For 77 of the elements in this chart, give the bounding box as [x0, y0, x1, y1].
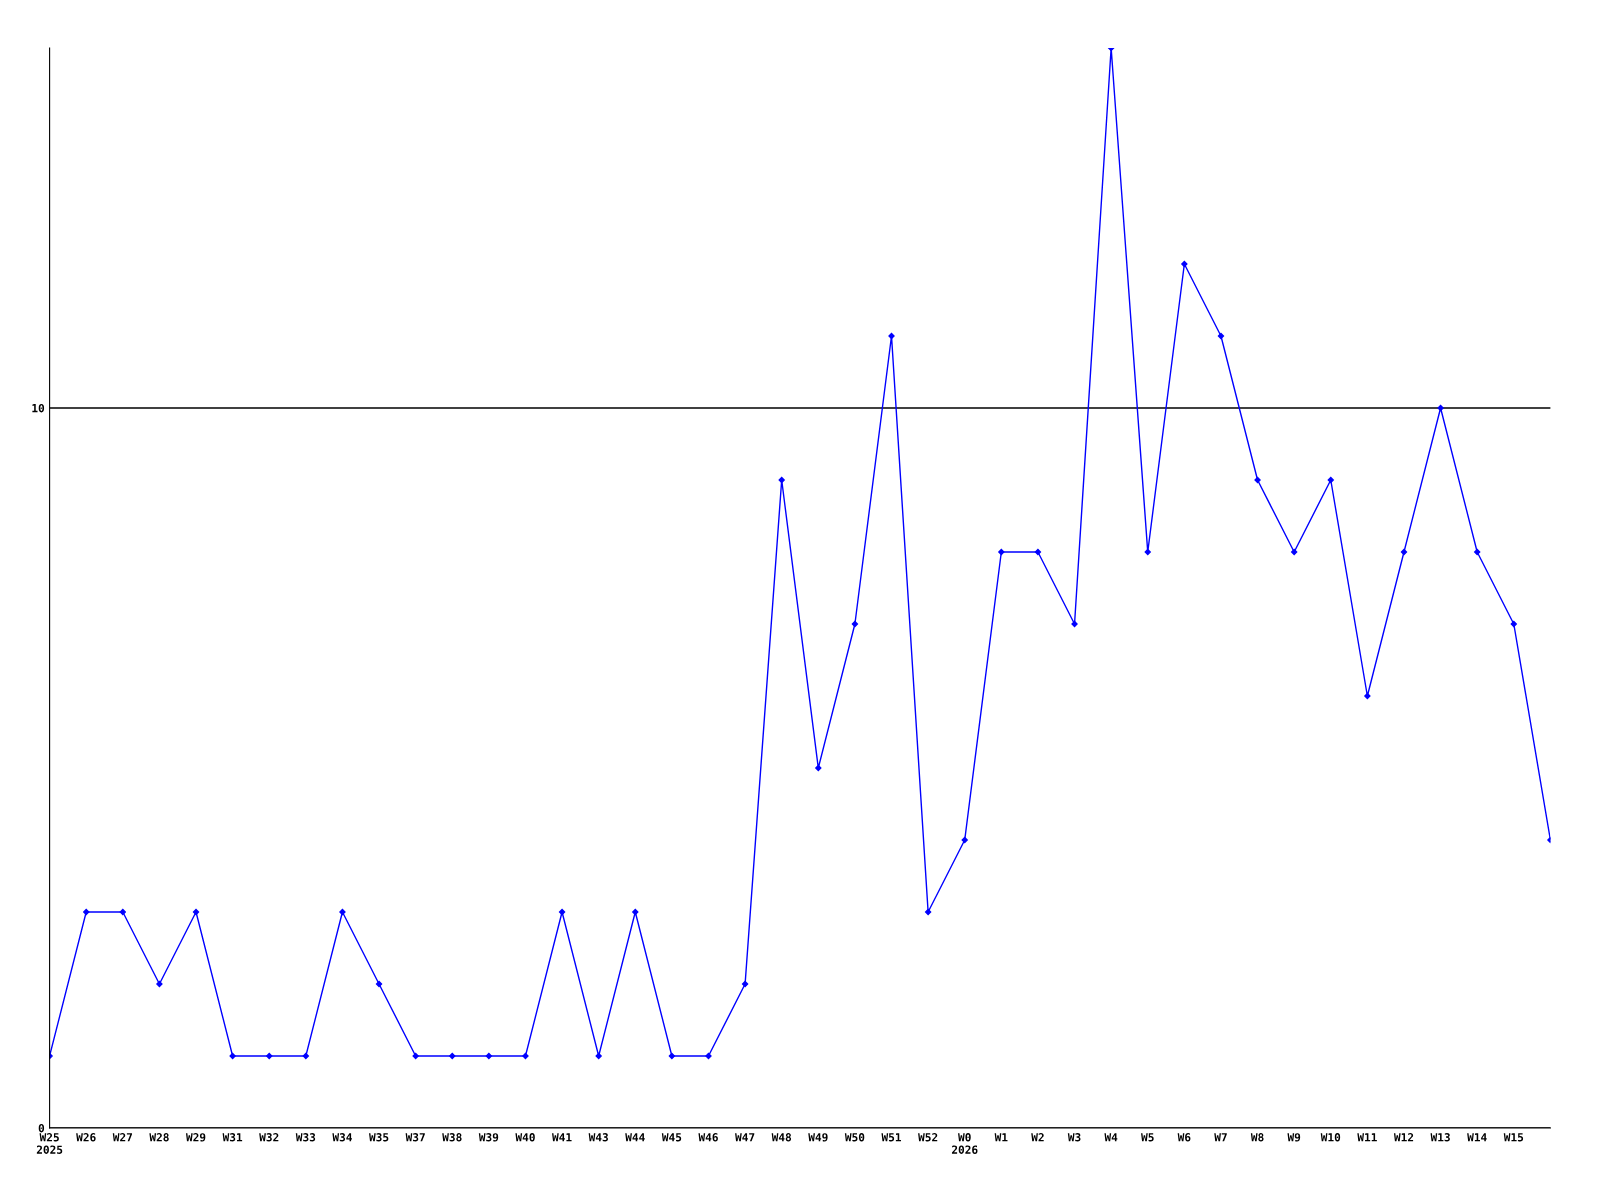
x-tick-label: W47: [735, 1133, 755, 1142]
point: [558, 908, 566, 916]
x-tick-label: W11: [1357, 1133, 1377, 1142]
x-tick-label: W0 2026: [951, 1133, 978, 1154]
point: [851, 620, 859, 628]
x-tick-label: W4: [1104, 1133, 1118, 1142]
x-tick-label: W27: [112, 1133, 133, 1142]
point: [156, 980, 163, 988]
point: [595, 1052, 602, 1060]
point: [192, 908, 200, 916]
x-tick-label: W26: [76, 1133, 96, 1142]
point: [83, 908, 90, 916]
x-tick-label: W5: [1141, 1133, 1154, 1142]
x-tick-label: W44: [625, 1133, 645, 1142]
point: [632, 908, 639, 916]
x-tick-label: W3: [1067, 1133, 1081, 1142]
point: [485, 1052, 493, 1060]
x-tick-label: W34: [332, 1133, 352, 1142]
point: [1217, 332, 1225, 340]
point: [1144, 548, 1151, 556]
x-tick-label: W15: [1503, 1133, 1524, 1142]
point: [924, 908, 932, 916]
y-tick-label: 0: [38, 1123, 45, 1133]
x-tick-label: W8: [1250, 1133, 1264, 1142]
x-tick-label: W1: [994, 1133, 1008, 1142]
x-tick-label: W52: [918, 1133, 938, 1142]
x-tick-label: W28: [149, 1133, 169, 1142]
x-tick-label: W35: [369, 1133, 389, 1142]
x-tick-label: W49: [808, 1133, 828, 1142]
x-tick-label: W33: [295, 1133, 316, 1142]
x-tick-label: W9: [1287, 1133, 1301, 1142]
x-tick-label: W6: [1177, 1133, 1191, 1142]
x-tick-label: W51: [881, 1133, 902, 1142]
point: [815, 764, 822, 772]
point: [741, 980, 749, 988]
point: [1364, 692, 1371, 700]
x-tick-label: W40: [515, 1133, 535, 1142]
point: [412, 1052, 419, 1060]
point: [1474, 548, 1481, 556]
x-tick-label: W10: [1320, 1133, 1341, 1142]
point: [961, 836, 968, 844]
point: [1181, 260, 1188, 268]
x-tick-label: W43: [588, 1133, 608, 1142]
line-series: [49, 48, 1551, 1060]
x-tick-label: W12: [1393, 1133, 1414, 1142]
x-tick-label: W25 2025: [36, 1133, 63, 1154]
point: [1400, 548, 1408, 556]
point: [119, 908, 126, 916]
x-tick-label: W14: [1467, 1133, 1487, 1142]
x-tick-label: W50: [844, 1133, 865, 1142]
x-tick-label: W37: [405, 1133, 425, 1142]
point: [1327, 476, 1334, 484]
point: [1510, 620, 1517, 628]
point: [1437, 404, 1444, 412]
point: [1291, 548, 1298, 556]
point: [1034, 548, 1042, 556]
point: [778, 476, 785, 484]
point: [998, 548, 1005, 556]
x-tick-label: W32: [259, 1133, 279, 1142]
x-tick-label: W13: [1430, 1133, 1450, 1142]
x-tick-label: W39: [478, 1133, 499, 1142]
x-tick-label: W41: [552, 1133, 572, 1142]
x-tick-label: W29: [185, 1133, 206, 1142]
x-tick-label: W45: [661, 1133, 682, 1142]
point: [668, 1052, 676, 1060]
point: [266, 1052, 273, 1060]
point: [229, 1052, 236, 1060]
x-tick-label: W7: [1214, 1133, 1227, 1142]
x-tick-label: W2: [1031, 1133, 1044, 1142]
x-tick-label: W48: [771, 1133, 792, 1142]
x-tick-label: W46: [698, 1133, 718, 1142]
x-tick-label: W31: [222, 1133, 243, 1142]
x-tick-label: W38: [442, 1133, 462, 1142]
point: [449, 1052, 456, 1060]
point: [302, 1052, 309, 1060]
point: [375, 980, 383, 988]
y-tick-label: 10: [32, 403, 45, 413]
